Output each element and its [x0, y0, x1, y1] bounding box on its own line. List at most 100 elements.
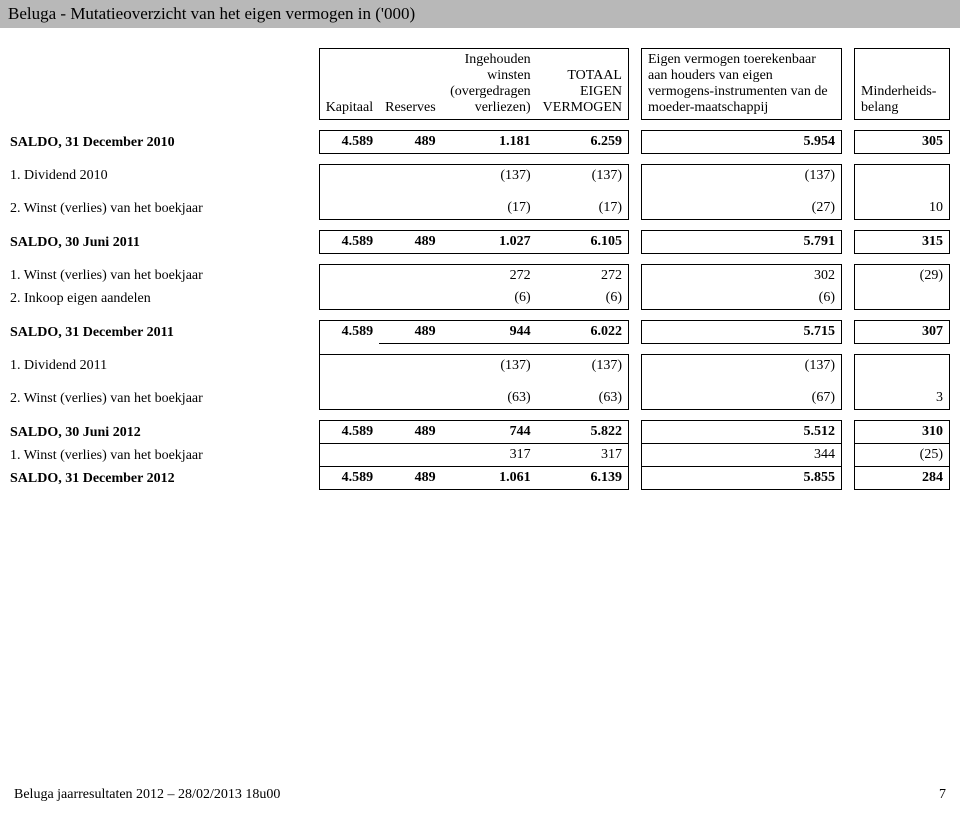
cell: (63)	[537, 387, 629, 410]
cell: (137)	[642, 165, 842, 188]
row-label: 1. Dividend 2010	[10, 165, 319, 188]
cell: (6)	[537, 287, 629, 310]
cell: 6.139	[537, 467, 629, 490]
col-header-toerekenbaar: Eigen vermogen toerekenbaar aan houders …	[642, 49, 842, 120]
table-row: SALDO, 30 Juni 2012 4.589 489 744 5.822 …	[10, 421, 950, 444]
header-text: winsten	[448, 68, 531, 84]
header-text: (overgedragen	[448, 84, 531, 100]
cell: 5.512	[642, 421, 842, 444]
header-text: aan houders van eigen	[648, 68, 835, 84]
cell: (63)	[442, 387, 537, 410]
header-text: belang	[861, 100, 943, 116]
cell: (25)	[855, 444, 950, 467]
cell: 1.061	[442, 467, 537, 490]
cell: 5.715	[642, 321, 842, 344]
cell: 272	[537, 265, 629, 288]
table-container: Kapitaal Reserves Ingehouden winsten (ov…	[0, 28, 960, 490]
cell: 489	[379, 421, 442, 444]
header-text: verliezen)	[448, 100, 531, 116]
cell: 315	[855, 231, 950, 254]
header-text: Ingehouden	[448, 52, 531, 68]
cell: 6.022	[537, 321, 629, 344]
cell: 5.855	[642, 467, 842, 490]
cell: 4.589	[319, 321, 379, 344]
cell: 489	[379, 131, 442, 154]
cell: (27)	[642, 197, 842, 220]
header-text: Eigen vermogen toerekenbaar	[648, 52, 835, 68]
cell: 317	[442, 444, 537, 467]
row-label: 1. Dividend 2011	[10, 355, 319, 378]
row-label: 2. Inkoop eigen aandelen	[10, 287, 319, 310]
table-row: 1. Dividend 2011 (137) (137) (137)	[10, 355, 950, 378]
page-footer: Beluga jaarresultaten 2012 – 28/02/2013 …	[14, 787, 946, 803]
cell: (137)	[537, 165, 629, 188]
cell: 4.589	[319, 231, 379, 254]
cell: 302	[642, 265, 842, 288]
col-header-kapitaal: Kapitaal	[319, 49, 379, 120]
table-row: 1. Winst (verlies) van het boekjaar 272 …	[10, 265, 950, 288]
cell: 3	[855, 387, 950, 410]
header-text: TOTAAL	[543, 68, 622, 84]
cell: 944	[442, 321, 537, 344]
cell: 305	[855, 131, 950, 154]
table-row: SALDO, 31 December 2010 4.589 489 1.181 …	[10, 131, 950, 154]
cell: 307	[855, 321, 950, 344]
row-label: SALDO, 31 December 2012	[10, 467, 319, 490]
cell: 284	[855, 467, 950, 490]
page-number: 7	[939, 787, 946, 803]
cell: 1.181	[442, 131, 537, 154]
cell: 5.822	[537, 421, 629, 444]
cell: 6.259	[537, 131, 629, 154]
cell: (17)	[442, 197, 537, 220]
page-title: Beluga - Mutatieoverzicht van het eigen …	[8, 4, 415, 23]
cell: 344	[642, 444, 842, 467]
table-row: 1. Dividend 2010 (137) (137) (137)	[10, 165, 950, 188]
row-label: SALDO, 30 Juni 2012	[10, 421, 319, 444]
row-label: 1. Winst (verlies) van het boekjaar	[10, 444, 319, 467]
row-label: SALDO, 31 December 2010	[10, 131, 319, 154]
cell: 5.791	[642, 231, 842, 254]
cell: (29)	[855, 265, 950, 288]
cell: 4.589	[319, 421, 379, 444]
cell: (6)	[642, 287, 842, 310]
equity-table: Kapitaal Reserves Ingehouden winsten (ov…	[10, 48, 950, 490]
cell: 10	[855, 197, 950, 220]
row-label: SALDO, 31 December 2011	[10, 321, 319, 344]
row-label: 2. Winst (verlies) van het boekjaar	[10, 387, 319, 410]
page-title-bar: Beluga - Mutatieoverzicht van het eigen …	[0, 0, 960, 28]
col-header-minderheid: Minderheids- belang	[855, 49, 950, 120]
cell: (67)	[642, 387, 842, 410]
table-row: 1. Winst (verlies) van het boekjaar 317 …	[10, 444, 950, 467]
cell: 6.105	[537, 231, 629, 254]
cell: (137)	[442, 355, 537, 378]
row-label: 1. Winst (verlies) van het boekjaar	[10, 265, 319, 288]
cell: 1.027	[442, 231, 537, 254]
cell: 744	[442, 421, 537, 444]
row-label: SALDO, 30 Juni 2011	[10, 231, 319, 254]
table-row: SALDO, 30 Juni 2011 4.589 489 1.027 6.10…	[10, 231, 950, 254]
header-text: VERMOGEN	[543, 100, 622, 116]
col-header-reserves: Reserves	[379, 49, 442, 120]
row-label: 2. Winst (verlies) van het boekjaar	[10, 197, 319, 220]
table-row: 2. Winst (verlies) van het boekjaar (63)…	[10, 387, 950, 410]
cell: 489	[379, 467, 442, 490]
cell: (137)	[642, 355, 842, 378]
cell: 489	[379, 321, 442, 344]
cell: (137)	[537, 355, 629, 378]
table-row: SALDO, 31 December 2012 4.589 489 1.061 …	[10, 467, 950, 490]
header-text: EIGEN	[543, 84, 622, 100]
cell: (6)	[442, 287, 537, 310]
cell: (137)	[442, 165, 537, 188]
cell: (17)	[537, 197, 629, 220]
table-row: 2. Inkoop eigen aandelen (6) (6) (6)	[10, 287, 950, 310]
cell: 317	[537, 444, 629, 467]
cell: 272	[442, 265, 537, 288]
footer-text: Beluga jaarresultaten 2012 – 28/02/2013 …	[14, 787, 280, 802]
header-text: moeder-maatschappij	[648, 100, 835, 116]
table-row: 2. Winst (verlies) van het boekjaar (17)…	[10, 197, 950, 220]
cell: 4.589	[319, 467, 379, 490]
cell: 5.954	[642, 131, 842, 154]
header-text: Minderheids-	[861, 84, 943, 100]
table-row: SALDO, 31 December 2011 4.589 489 944 6.…	[10, 321, 950, 344]
cell: 489	[379, 231, 442, 254]
